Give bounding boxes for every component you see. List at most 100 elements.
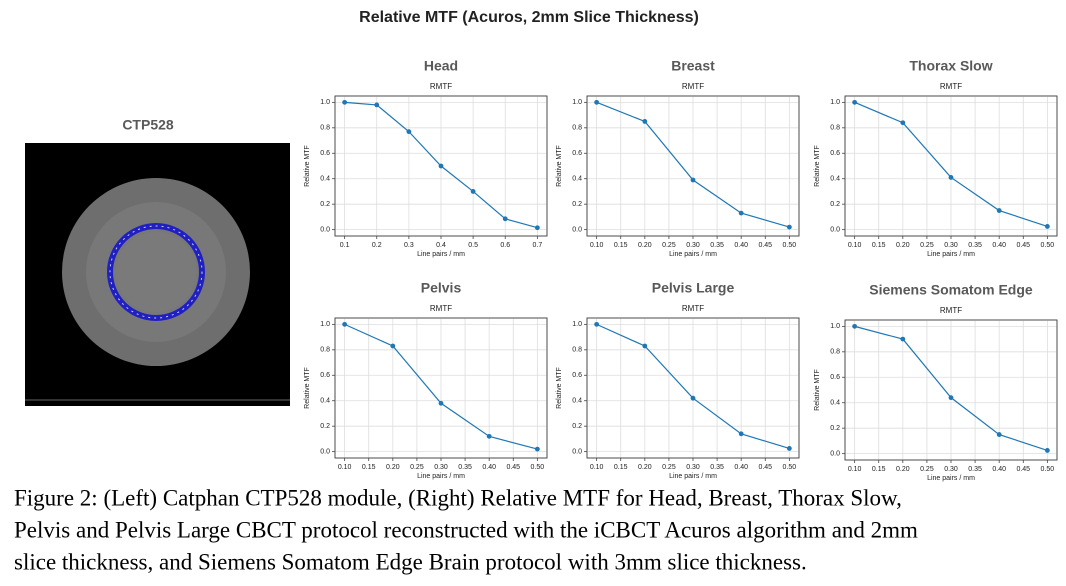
data-point — [406, 129, 412, 135]
y-tick-label: 0.8 — [830, 349, 840, 356]
data-point — [948, 175, 954, 180]
plot-frame — [334, 317, 548, 459]
y-tick-label: 0.2 — [572, 423, 582, 430]
data-point — [390, 343, 396, 349]
data-point — [642, 343, 648, 349]
caption-line: Pelvis and Pelvis Large CBCT protocol re… — [14, 517, 918, 542]
x-tick-label: 0.20 — [896, 242, 910, 249]
phantom-image — [25, 143, 290, 406]
plot-frame — [334, 95, 548, 237]
x-tick-label: 0.35 — [710, 464, 724, 471]
x-tick-label: 0.15 — [614, 242, 628, 249]
data-point — [738, 431, 744, 437]
x-tick-label: 0.40 — [482, 464, 496, 471]
y-tick-label: 0.2 — [320, 423, 330, 430]
data-point — [594, 99, 600, 105]
x-tick-label: 0.5 — [468, 242, 478, 249]
chart-subtitle: RMTF — [682, 82, 704, 91]
x-tick-label: 0.15 — [872, 466, 886, 473]
x-tick-label: 0.30 — [434, 464, 448, 471]
x-tick-label: 0.25 — [920, 466, 934, 473]
x-tick-label: 0.45 — [1016, 242, 1030, 249]
x-tick-label: 0.50 — [1041, 242, 1055, 249]
x-tick-label: 0.45 — [758, 242, 772, 249]
x-tick-label: 0.1 — [340, 242, 350, 249]
y-tick-label: 0.8 — [572, 125, 582, 132]
chart-subtitle: RMTF — [430, 304, 452, 313]
data-point — [534, 446, 540, 452]
y-tick-label: 1.0 — [572, 321, 582, 328]
y-axis-label: Relative MTF — [556, 145, 563, 187]
y-tick-label: 0.8 — [320, 347, 330, 354]
x-tick-label: 0.15 — [614, 464, 628, 471]
y-tick-label: 1.0 — [830, 323, 840, 330]
x-tick-label: 0.30 — [686, 464, 700, 471]
x-tick-label: 0.35 — [968, 242, 982, 249]
x-tick-label: 0.35 — [968, 466, 982, 473]
y-tick-label: 0.6 — [830, 150, 840, 157]
data-point — [1044, 224, 1050, 229]
chart-subtitle: RMTF — [430, 82, 452, 91]
x-tick-label: 0.3 — [404, 242, 414, 249]
chart-title: Breast — [671, 58, 715, 74]
x-tick-label: 0.20 — [386, 464, 400, 471]
figure-title: Relative MTF (Acuros, 2mm Slice Thicknes… — [359, 9, 699, 26]
data-point — [996, 432, 1002, 437]
chart-title: Pelvis — [421, 280, 462, 296]
x-axis-label: Line pairs / mm — [669, 251, 717, 258]
data-point — [1044, 448, 1050, 453]
y-tick-label: 0.8 — [830, 125, 840, 132]
y-tick-label: 0.4 — [572, 176, 582, 183]
y-tick-label: 0.0 — [320, 226, 330, 233]
y-tick-label: 0.0 — [320, 448, 330, 455]
data-point — [486, 433, 492, 439]
y-tick-label: 0.4 — [320, 176, 330, 183]
x-tick-label: 0.25 — [920, 242, 934, 249]
x-tick-label: 0.45 — [1016, 466, 1030, 473]
x-tick-label: 0.20 — [896, 466, 910, 473]
y-tick-label: 0.0 — [572, 226, 582, 233]
x-tick-label: 0.30 — [686, 242, 700, 249]
data-point — [900, 120, 906, 126]
y-tick-label: 0.2 — [830, 201, 840, 208]
y-tick-label: 0.6 — [572, 372, 582, 379]
caption-line: slice thickness, and Siemens Somatom Edg… — [14, 549, 807, 574]
x-tick-label: 0.2 — [372, 242, 382, 249]
y-axis-label: Relative MTF — [556, 367, 563, 409]
x-tick-label: 0.40 — [734, 464, 748, 471]
x-tick-label: 0.4 — [436, 242, 446, 249]
x-axis-label: Line pairs / mm — [669, 473, 717, 480]
y-tick-label: 0.4 — [830, 400, 840, 407]
y-tick-label: 0.0 — [830, 450, 840, 457]
chart-subtitle: RMTF — [682, 304, 704, 313]
x-tick-label: 0.20 — [638, 242, 652, 249]
y-tick-label: 1.0 — [572, 99, 582, 106]
plot-frame — [844, 319, 1058, 461]
x-tick-label: 0.25 — [662, 464, 676, 471]
data-point — [948, 395, 954, 401]
plot-frame — [844, 95, 1058, 237]
y-axis-label: Relative MTF — [814, 145, 821, 187]
chart-title: Siemens Somatom Edge — [869, 282, 1033, 298]
y-tick-label: 0.2 — [830, 425, 840, 432]
y-tick-label: 0.4 — [572, 398, 582, 405]
caption-line: Figure 2: (Left) Catphan CTP528 module, … — [14, 485, 902, 510]
x-tick-label: 0.7 — [532, 242, 542, 249]
x-axis-label: Line pairs / mm — [927, 475, 975, 482]
data-point — [642, 119, 648, 124]
x-tick-label: 0.20 — [638, 464, 652, 471]
x-tick-label: 0.50 — [783, 464, 797, 471]
y-tick-label: 0.6 — [320, 150, 330, 157]
image-label: CTP528 — [122, 117, 174, 133]
data-point — [534, 225, 540, 231]
data-point — [374, 102, 380, 108]
x-axis-label: Line pairs / mm — [417, 251, 465, 258]
y-tick-label: 1.0 — [320, 99, 330, 106]
data-point — [852, 99, 858, 105]
y-tick-label: 1.0 — [830, 99, 840, 106]
y-tick-label: 0.2 — [572, 201, 582, 208]
plot-frame — [586, 95, 800, 237]
x-tick-label: 0.15 — [872, 242, 886, 249]
x-tick-label: 0.10 — [848, 466, 862, 473]
data-point — [786, 224, 792, 230]
